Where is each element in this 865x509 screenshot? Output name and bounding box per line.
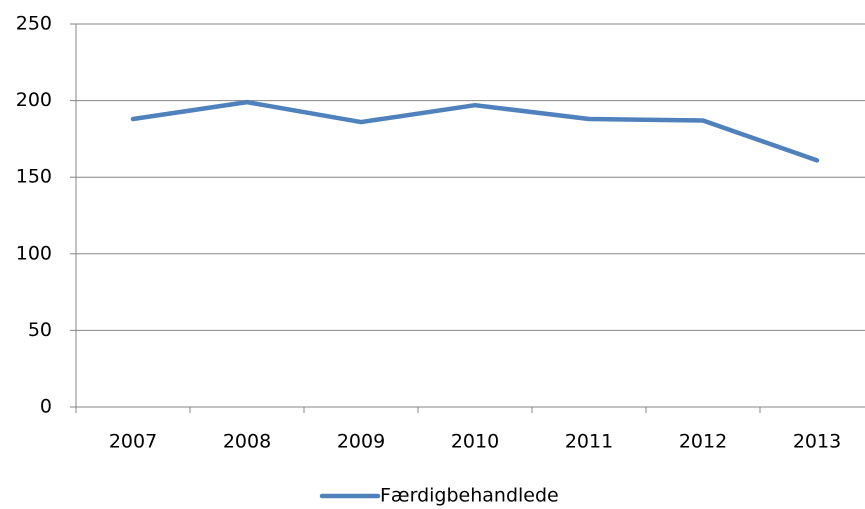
x-tick-label: 2013 bbox=[793, 431, 841, 453]
x-tick-label: 2011 bbox=[565, 431, 613, 453]
legend-label: Færdigbehandlede bbox=[380, 485, 559, 507]
x-tick-label: 2010 bbox=[451, 431, 499, 453]
y-tick-label: 100 bbox=[16, 242, 52, 264]
y-tick-label: 200 bbox=[16, 89, 52, 111]
x-tick-label: 2007 bbox=[109, 431, 157, 453]
y-tick-label: 0 bbox=[40, 396, 52, 418]
series-line bbox=[130, 99, 820, 163]
y-tick-label: 50 bbox=[28, 319, 52, 341]
y-tick-label: 150 bbox=[16, 166, 52, 188]
y-tick-label: 250 bbox=[16, 13, 52, 35]
x-tick-label: 2012 bbox=[679, 431, 727, 453]
x-tick-label: 2009 bbox=[337, 431, 385, 453]
x-tick-label: 2008 bbox=[223, 431, 271, 453]
